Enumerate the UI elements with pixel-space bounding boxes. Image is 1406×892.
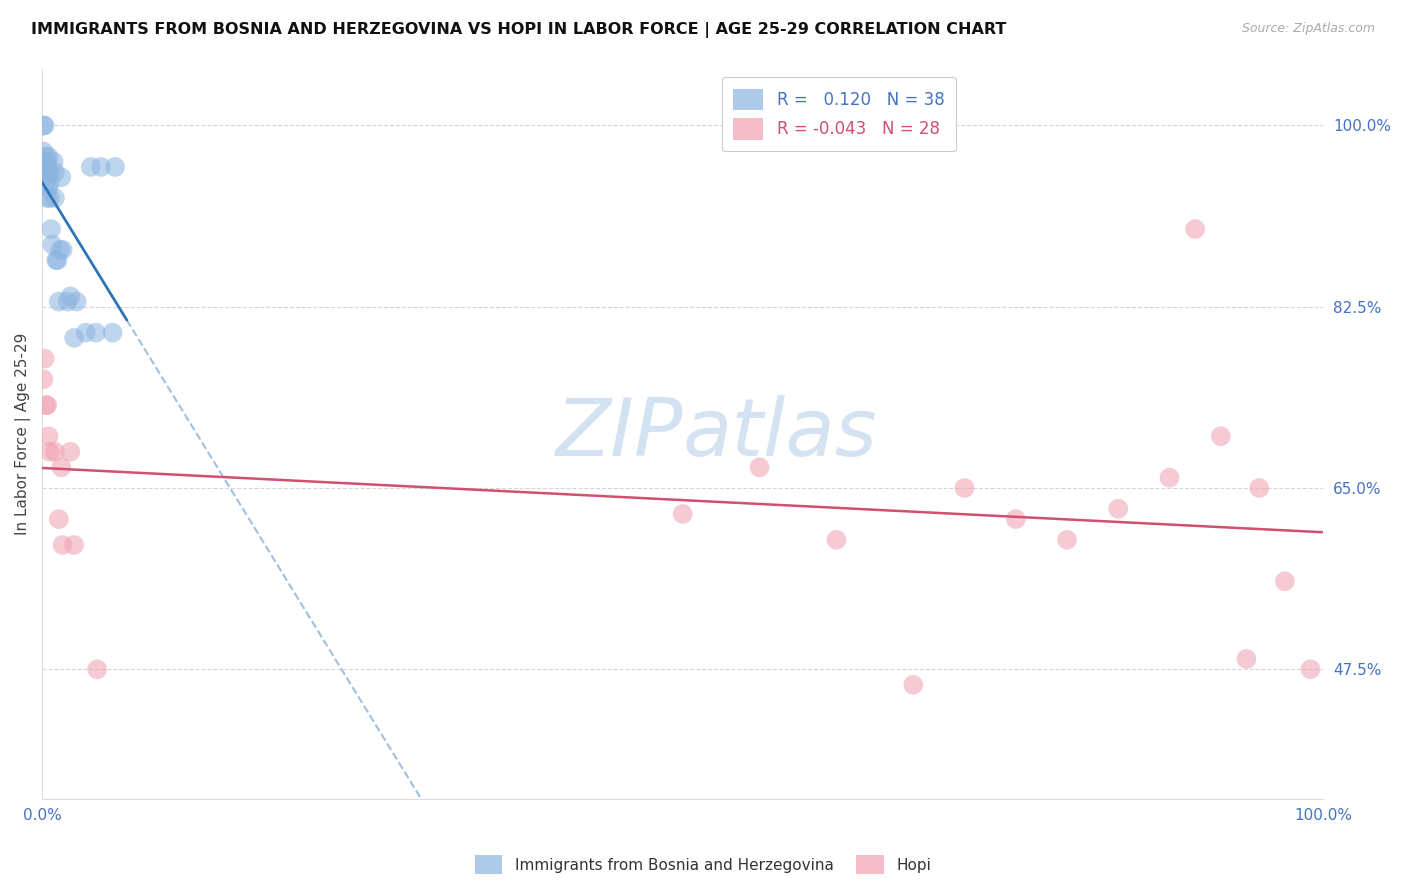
Point <box>41 237 63 252</box>
Point <box>56 294 79 309</box>
Point <box>32 145 55 159</box>
Point <box>38 180 60 194</box>
Point <box>44 165 66 179</box>
Point <box>1004 512 1026 526</box>
Point <box>1107 501 1129 516</box>
Point <box>38 150 60 164</box>
Point <box>90 160 112 174</box>
Point <box>37 398 59 412</box>
Point <box>51 170 73 185</box>
Point <box>46 253 69 268</box>
Point <box>1184 222 1206 236</box>
Point <box>748 460 770 475</box>
Point <box>903 678 925 692</box>
Point <box>59 289 82 303</box>
Point <box>49 243 72 257</box>
Point <box>38 176 60 190</box>
Text: atlas: atlas <box>683 394 877 473</box>
Y-axis label: In Labor Force | Age 25-29: In Labor Force | Age 25-29 <box>15 333 31 535</box>
Point <box>34 154 56 169</box>
Point <box>1056 533 1078 547</box>
Point <box>45 253 67 268</box>
Text: IMMIGRANTS FROM BOSNIA AND HERZEGOVINA VS HOPI IN LABOR FORCE | AGE 25-29 CORREL: IMMIGRANTS FROM BOSNIA AND HERZEGOVINA V… <box>31 22 1007 38</box>
Point <box>38 444 60 458</box>
Point <box>86 662 108 676</box>
Point <box>35 160 58 174</box>
Point <box>84 326 107 340</box>
Point <box>52 243 75 257</box>
Point <box>48 512 70 526</box>
Point <box>672 507 695 521</box>
Point <box>80 160 103 174</box>
Point <box>1274 574 1296 589</box>
Point <box>34 119 56 133</box>
Point <box>52 538 75 552</box>
Point <box>1249 481 1271 495</box>
Point <box>59 444 82 458</box>
Point <box>44 191 66 205</box>
Point <box>1299 662 1322 676</box>
Point <box>1234 652 1257 666</box>
Point <box>63 331 86 345</box>
Point <box>34 351 56 366</box>
Legend: Immigrants from Bosnia and Herzegovina, Hopi: Immigrants from Bosnia and Herzegovina, … <box>468 849 938 880</box>
Point <box>38 429 60 443</box>
Point <box>35 398 58 412</box>
Point <box>39 222 62 236</box>
Point <box>1209 429 1232 443</box>
Point <box>104 160 127 174</box>
Point <box>1159 470 1181 484</box>
Point <box>32 119 55 133</box>
Point <box>48 294 70 309</box>
Point <box>35 176 58 190</box>
Point <box>44 444 66 458</box>
Point <box>32 372 55 386</box>
Text: ZIP: ZIP <box>555 394 683 473</box>
Legend: R =   0.120   N = 38, R = -0.043   N = 28: R = 0.120 N = 38, R = -0.043 N = 28 <box>721 77 956 152</box>
Point <box>75 326 97 340</box>
Point <box>37 160 59 174</box>
Point <box>32 165 55 179</box>
Point <box>63 538 86 552</box>
Point <box>101 326 124 340</box>
Point <box>825 533 848 547</box>
Point <box>38 165 60 179</box>
Point <box>38 165 60 179</box>
Point <box>51 460 73 475</box>
Point <box>37 191 59 205</box>
Point <box>37 154 59 169</box>
Point <box>66 294 89 309</box>
Point <box>953 481 976 495</box>
Text: Source: ZipAtlas.com: Source: ZipAtlas.com <box>1241 22 1375 36</box>
Point <box>42 154 65 169</box>
Point <box>38 191 60 205</box>
Point <box>35 150 58 164</box>
